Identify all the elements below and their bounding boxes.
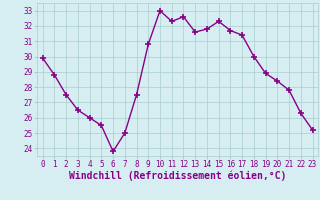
- X-axis label: Windchill (Refroidissement éolien,°C): Windchill (Refroidissement éolien,°C): [69, 171, 286, 181]
